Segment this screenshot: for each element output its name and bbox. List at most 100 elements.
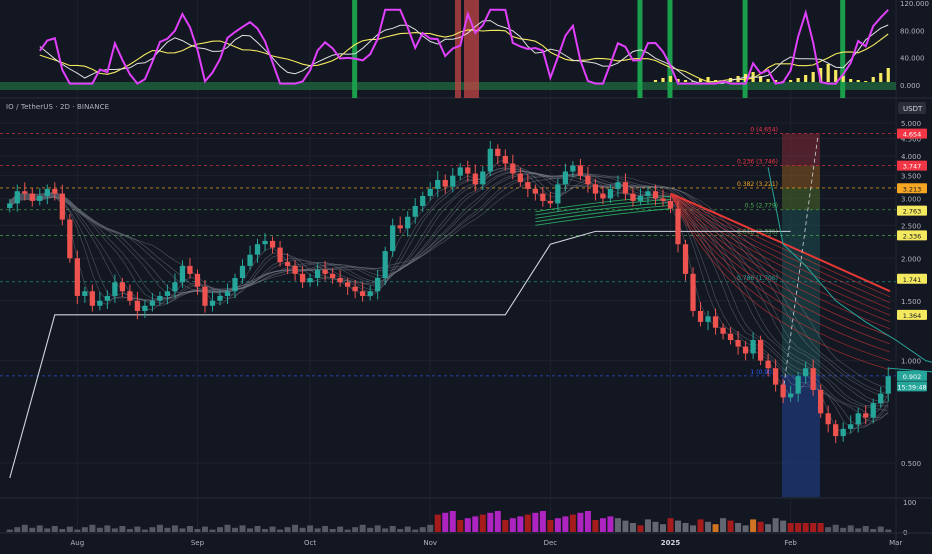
candle-body: [833, 424, 839, 437]
bullish-ribbon-line: [535, 201, 671, 219]
candle-body: [712, 316, 719, 328]
volume-bar: [186, 526, 193, 532]
candle-body: [660, 198, 666, 201]
oscillator-histogram-bar: [849, 79, 853, 82]
volume-bar: [840, 527, 847, 532]
candle-body: [157, 295, 163, 301]
time-axis-label: Aug: [70, 539, 84, 547]
candle-body: [37, 195, 43, 201]
volume-bar: [772, 518, 779, 532]
volume-bar: [690, 525, 697, 532]
volume-bar: [36, 525, 43, 532]
time-axis-label: Feb: [784, 539, 797, 547]
volume-bar: [720, 518, 727, 532]
oscillator-histogram-bar: [706, 77, 710, 82]
candle-body: [149, 300, 156, 306]
candle-body: [472, 173, 478, 185]
volume-bar: [442, 512, 449, 532]
volume-bar: [412, 529, 419, 532]
candle-body: [645, 191, 651, 196]
candle-body: [112, 282, 118, 296]
volume-bar: [825, 527, 832, 532]
candle-body: [848, 424, 854, 429]
oscillator-histogram-bar: [661, 78, 665, 82]
volume-bar: [547, 520, 554, 532]
oscillator-histogram-bar: [856, 80, 860, 82]
volume-bar: [224, 524, 231, 532]
candle-body: [855, 413, 861, 425]
volume-bar: [382, 528, 389, 532]
candle-body: [232, 278, 238, 292]
candle-body: [607, 188, 614, 199]
volume-bar: [397, 529, 404, 532]
candle-body: [622, 182, 629, 194]
volume-bar: [201, 526, 208, 532]
volume-bar: [479, 514, 486, 532]
candle-body: [360, 291, 366, 296]
volume-bar: [810, 523, 817, 532]
volume-bar: [419, 527, 426, 532]
candle-body: [780, 384, 786, 398]
candle-body: [825, 413, 831, 425]
candle-body: [352, 286, 358, 292]
fib-zone: [782, 375, 820, 497]
price-panel: 0 (4.654) 0.236 (3.746) 0.382 (3.221) 0.5 (…: [0, 127, 932, 497]
volume-bar: [344, 529, 351, 532]
candle-body: [59, 193, 65, 220]
volume-bar: [66, 526, 73, 532]
bearish-ribbon-line: [670, 193, 891, 362]
candle-body: [803, 368, 809, 377]
candle-body: [540, 193, 546, 201]
bearish-ribbon-line: [670, 193, 891, 316]
volume-panel: [6, 511, 892, 532]
candle-body: [367, 291, 373, 296]
volume-bar: [164, 527, 171, 532]
candle-body: [7, 203, 13, 208]
candle-body: [577, 165, 584, 176]
candle-body: [202, 286, 208, 306]
oscillator-histogram-bar: [713, 80, 718, 82]
volume-bar: [832, 524, 839, 532]
candle-body: [772, 368, 779, 385]
time-axis-label: 2025: [661, 539, 681, 547]
candle-body: [314, 269, 321, 279]
candle-body: [179, 265, 186, 283]
volume-bar: [51, 526, 58, 532]
volume-bar: [262, 529, 269, 532]
candle-body: [547, 200, 553, 204]
oscillator-signal-green: [352, 0, 358, 98]
candle-body: [750, 340, 756, 354]
candle-body: [397, 225, 403, 229]
candle-body: [735, 340, 741, 347]
volume-bar: [509, 518, 516, 532]
volume-bar: [247, 528, 254, 532]
symbol-title[interactable]: IO / TetherUS · 2D · BINANCE: [6, 103, 110, 111]
candle-body: [164, 291, 171, 296]
fib-zone: [782, 187, 820, 210]
moving-average-ribbon: [9, 170, 889, 411]
volume-bar: [494, 511, 501, 532]
volume-bar: [171, 525, 178, 532]
volume-bar: [885, 529, 892, 532]
price-badge: [897, 128, 927, 139]
volume-bar: [81, 527, 88, 532]
candle-body: [412, 206, 418, 217]
volume-bar: [629, 523, 636, 532]
candle-body: [322, 269, 328, 274]
candle-body: [517, 173, 523, 183]
moving-average-ribbon: [9, 173, 889, 389]
bullish-ribbon-line: [535, 198, 671, 216]
price-badge: [897, 183, 927, 194]
oscillator-histogram-bar: [879, 73, 883, 82]
volume-bar: [322, 526, 329, 532]
volume-bar: [614, 518, 621, 532]
volume-bar: [434, 514, 441, 532]
volume-bar: [517, 516, 524, 532]
volume-bar: [817, 523, 824, 532]
volume-bar: [307, 525, 314, 532]
candle-body: [97, 300, 103, 306]
candle-body: [307, 278, 313, 283]
candles: [7, 140, 891, 444]
